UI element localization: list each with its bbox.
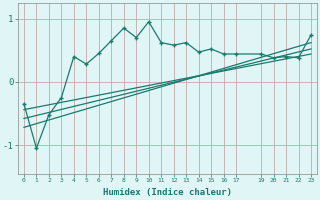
X-axis label: Humidex (Indice chaleur): Humidex (Indice chaleur) <box>103 188 232 197</box>
